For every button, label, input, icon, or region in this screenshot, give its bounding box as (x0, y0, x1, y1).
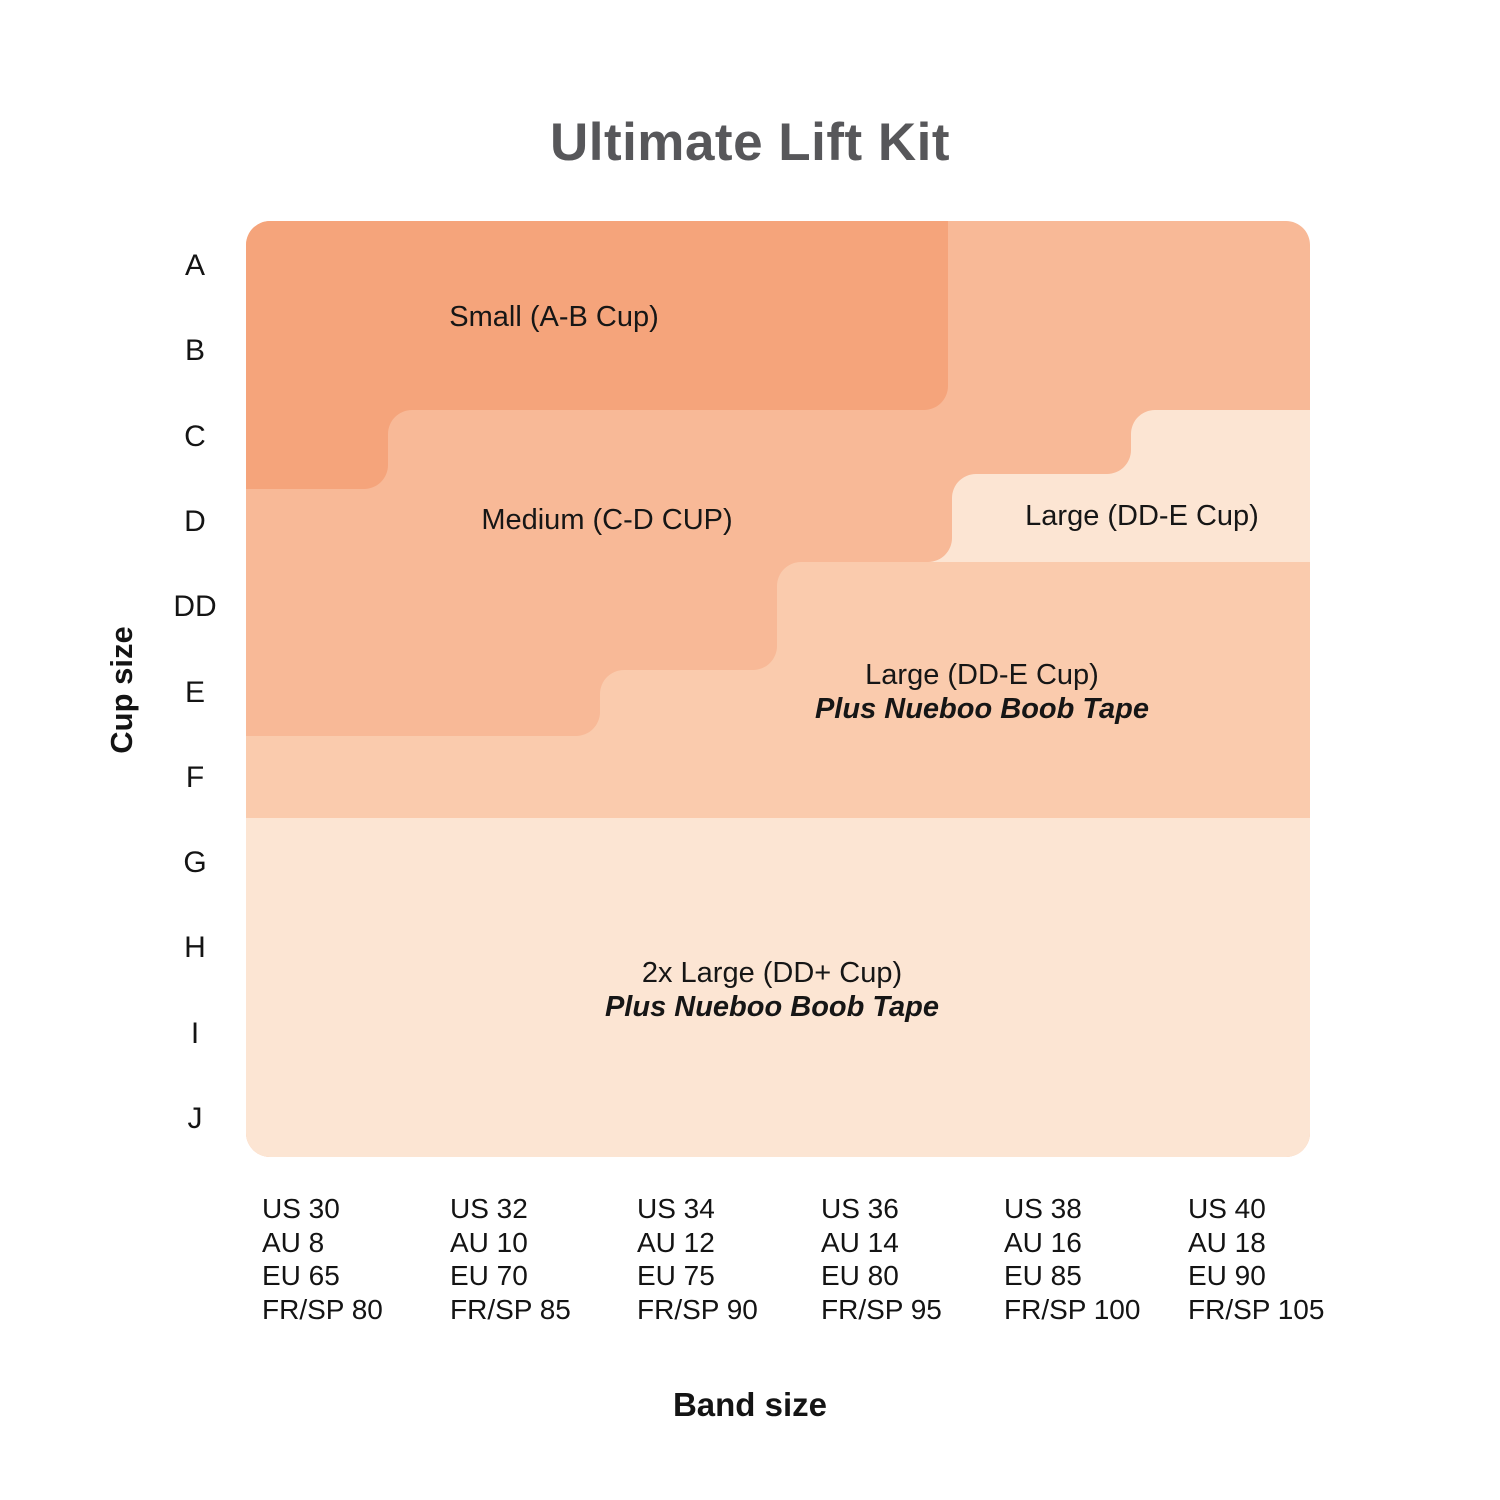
x-tick-group-us32: US 32 AU 10 EU 70 FR/SP 85 (450, 1192, 571, 1326)
band-us: US 40 (1188, 1193, 1266, 1224)
region-xxlarge (246, 818, 1310, 1157)
region-label-large-tape-text: Large (DD-E Cup) (865, 659, 1099, 691)
band-us: US 34 (637, 1193, 715, 1224)
band-eu: EU 75 (637, 1260, 715, 1291)
band-eu: EU 85 (1004, 1260, 1082, 1291)
y-tick-dd: DD (173, 590, 217, 623)
band-us: US 38 (1004, 1193, 1082, 1224)
y-tick-g: G (183, 846, 207, 879)
y-tick-e: E (184, 676, 205, 709)
region-label-large-text: Large (DD-E Cup) (1025, 500, 1259, 532)
region-label-large-tape: Large (DD-E Cup) Plus Nueboo Boob Tape (732, 658, 1232, 726)
region-label-large: Large (DD-E Cup) (892, 499, 1392, 533)
band-us: US 36 (821, 1193, 899, 1224)
x-axis-title: Band size (672, 1386, 828, 1423)
band-au: AU 14 (821, 1226, 899, 1258)
region-small (246, 221, 948, 489)
band-au: AU 18 (1188, 1226, 1266, 1258)
band-us: US 32 (450, 1193, 528, 1224)
region-label-medium-text: Medium (C-D CUP) (481, 504, 733, 536)
x-tick-group-us38: US 38 AU 16 EU 85 FR/SP 100 (1004, 1192, 1140, 1326)
band-eu: EU 65 (262, 1260, 340, 1291)
band-eu: EU 90 (1188, 1260, 1266, 1291)
region-label-xxlarge-sub: Plus Nueboo Boob Tape (604, 991, 940, 1023)
band-frsp: FR/SP 85 (450, 1293, 571, 1325)
region-label-medium: Medium (C-D CUP) (357, 503, 857, 537)
y-tick-a: A (184, 249, 205, 282)
region-label-small: Small (A-B Cup) (304, 300, 804, 334)
region-large-tape (246, 562, 1310, 818)
region-large (928, 410, 1310, 562)
y-tick-b: B (184, 334, 205, 367)
x-tick-group-us34: US 34 AU 12 EU 75 FR/SP 90 (637, 1192, 758, 1326)
band-eu: EU 80 (821, 1260, 899, 1291)
page-title: Ultimate Lift Kit (549, 113, 951, 172)
x-tick-group-us40: US 40 AU 18 EU 90 FR/SP 105 (1188, 1192, 1324, 1326)
y-tick-j: J (187, 1102, 203, 1135)
band-au: AU 8 (262, 1226, 325, 1258)
region-label-small-text: Small (A-B Cup) (449, 301, 659, 333)
band-frsp: FR/SP 105 (1188, 1293, 1325, 1325)
band-au: AU 16 (1004, 1226, 1082, 1258)
y-tick-d: D (184, 505, 206, 538)
y-tick-h: H (184, 931, 206, 964)
band-frsp: FR/SP 100 (1004, 1293, 1141, 1325)
band-au: AU 10 (450, 1226, 528, 1258)
x-tick-group-us36: US 36 AU 14 EU 80 FR/SP 95 (821, 1192, 942, 1326)
y-tick-f: F (185, 761, 205, 794)
band-eu: EU 70 (450, 1260, 528, 1291)
band-frsp: FR/SP 95 (821, 1293, 942, 1325)
y-tick-i: I (190, 1017, 200, 1050)
x-tick-group-us30: US 30 AU 8 EU 65 FR/SP 80 (262, 1192, 383, 1326)
y-axis-title: Cup size (104, 626, 139, 754)
band-us: US 30 (262, 1193, 340, 1224)
band-au: AU 12 (637, 1226, 715, 1258)
region-label-large-tape-sub: Plus Nueboo Boob Tape (814, 693, 1150, 725)
y-tick-c: C (184, 420, 206, 453)
region-label-xxlarge-text: 2x Large (DD+ Cup) (641, 957, 903, 989)
band-frsp: FR/SP 80 (262, 1293, 383, 1325)
region-label-xxlarge: 2x Large (DD+ Cup) Plus Nueboo Boob Tape (522, 956, 1022, 1024)
band-frsp: FR/SP 90 (637, 1293, 758, 1325)
